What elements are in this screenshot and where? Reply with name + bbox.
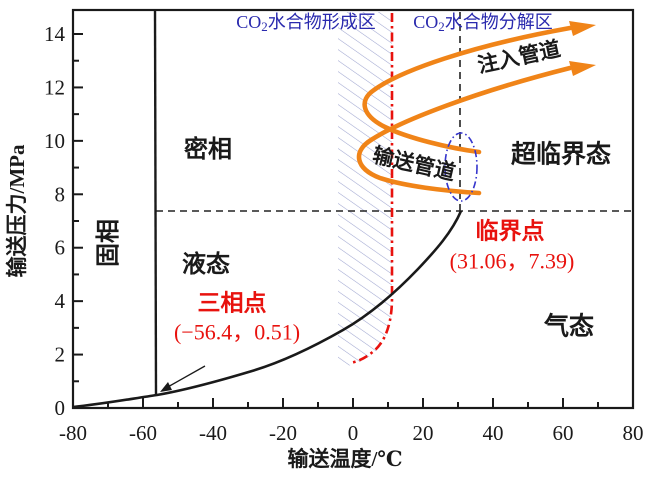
y-tick-label: 2 [55,343,66,367]
triple-point-arrowhead [160,382,172,392]
axis-ticks: -80 -60 -40 -20 0 20 40 60 80 0 2 4 6 8 10 12 14 [44,22,644,445]
transport-pipeline-curve [356,65,573,196]
x-tick-label: -80 [59,421,87,445]
y-tick-label: 4 [55,289,66,313]
melting-line [153,9,158,396]
x-axis-title: 输送温度/℃ [288,447,403,471]
hydrate-formation-hatch [338,12,392,367]
plot-frame [71,8,635,410]
region-supercritical-phase: 超临界态 [511,140,611,169]
x-tick-label: 0 [348,421,359,445]
injection-pipeline-upper-arrowhead [569,21,596,36]
x-tick-label: 60 [553,421,574,445]
pipeline-endpoint-ellipse [444,132,478,202]
x-tick-label: -20 [269,421,297,445]
region-dense-phase: 密相 [184,135,232,163]
hydrate-decomposition-zone-label: CO2水合物分解区 [413,12,553,34]
region-gas-phase: 气态 [543,312,594,341]
critical-point-coords: (31.06，7.39) [450,249,575,274]
y-tick-label: 8 [55,182,66,206]
x-tick-label: 80 [623,421,644,445]
injection-pipeline-upper-curve [362,25,573,155]
y-tick-label: 12 [44,75,65,99]
injection-pipeline-lower-arrowhead [569,61,596,76]
x-tick-label: 20 [413,421,434,445]
y-tick-label: 14 [44,22,66,46]
critical-point-label: 临界点 [476,218,545,244]
y-tick-label: 0 [55,396,66,420]
y-axis-title: 输送压力/MPa [5,144,29,277]
x-tick-label: 40 [483,421,504,445]
x-tick-label: -60 [129,421,157,445]
y-tick-label: 6 [55,236,66,260]
region-liquid-phase: 液态 [182,250,230,278]
triple-point-coords: (−56.4，0.51) [174,320,300,345]
saturation-curve [72,210,463,409]
hydrate-formation-zone-label: CO2水合物形成区 [236,12,376,34]
triple-point-label: 三相点 [198,291,267,316]
x-tick-label: -40 [199,421,227,445]
y-tick-label: 10 [44,129,65,153]
hydrate-boundary-curve [349,13,394,365]
region-solid-phase: 固相 [95,219,122,267]
triple-point-arrow-shaft [165,365,206,389]
